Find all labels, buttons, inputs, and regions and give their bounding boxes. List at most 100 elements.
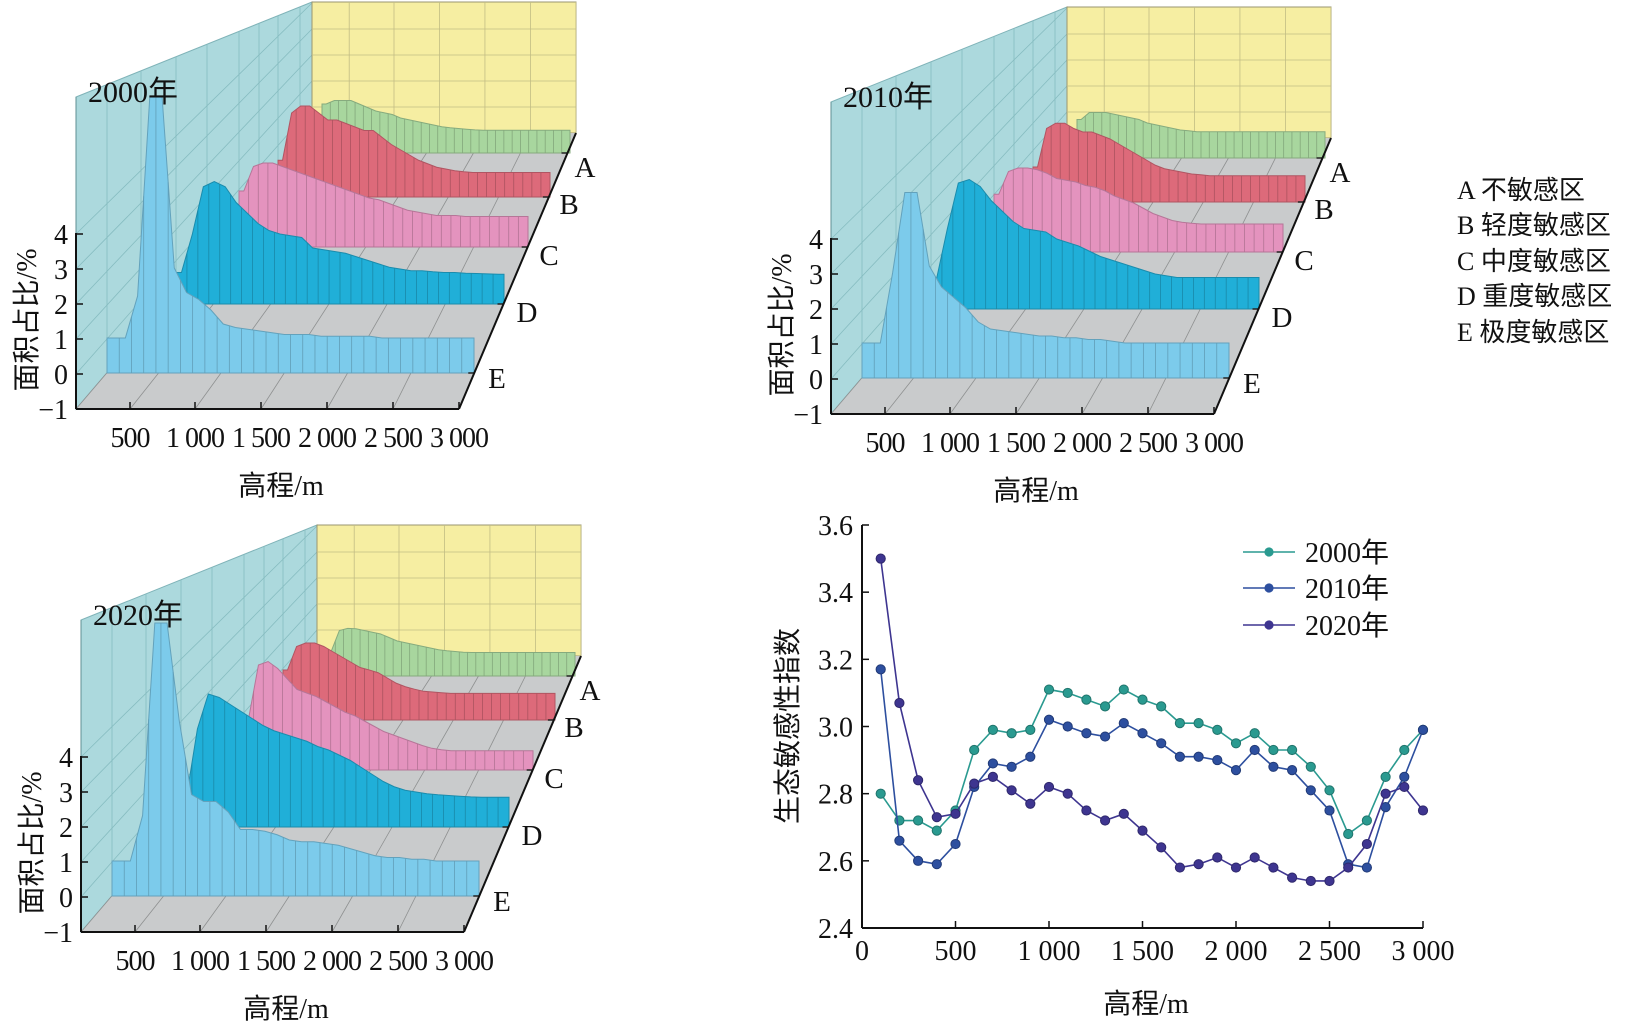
data-point bbox=[987, 724, 999, 735]
data-point bbox=[1324, 805, 1335, 816]
x-tick-label: 1 500 bbox=[232, 423, 290, 454]
legend-label: 2020年 bbox=[1305, 610, 1389, 642]
row-label-D: D bbox=[522, 820, 543, 852]
side-wall-gridline bbox=[830, 7, 1068, 240]
side-wall-gridline bbox=[80, 525, 318, 758]
side-wall-gridline bbox=[80, 577, 318, 828]
z-tick-label: 3 bbox=[54, 255, 68, 286]
data-point bbox=[1212, 852, 1223, 863]
data-point bbox=[1118, 808, 1129, 819]
panel-title: 2000年 bbox=[88, 76, 178, 109]
x-tick-label: 2 000 bbox=[298, 423, 356, 454]
depth-axis-line bbox=[458, 132, 577, 410]
row-label-E: E bbox=[493, 886, 511, 918]
data-point bbox=[969, 744, 980, 756]
legend-label: 2010年 bbox=[1305, 573, 1389, 605]
ribbon-D bbox=[180, 693, 510, 828]
ribbon-E bbox=[861, 192, 1230, 379]
data-point bbox=[1305, 761, 1316, 772]
x-tick-label: 1 000 bbox=[171, 946, 229, 977]
x-tick-label: 2 500 bbox=[1119, 428, 1177, 459]
ribbon-area-B bbox=[282, 642, 556, 721]
legend-item-d: D 重度敏感区 bbox=[1457, 282, 1612, 311]
series-line bbox=[880, 688, 1424, 836]
z-tick-label: 1 bbox=[59, 848, 73, 879]
legend-label: 2000年 bbox=[1305, 537, 1389, 569]
x-tick-label: 2 500 bbox=[364, 423, 422, 454]
legend-item-e: E 极度敏感区 bbox=[1457, 318, 1609, 347]
x-axis-title: 高程/m bbox=[993, 475, 1079, 507]
z-tick-label: 1 bbox=[54, 325, 68, 356]
series-line bbox=[879, 558, 1424, 882]
data-point bbox=[950, 808, 961, 819]
x-tick-label: 500 bbox=[116, 946, 155, 977]
data-point bbox=[931, 812, 942, 823]
ribbon-B bbox=[277, 105, 551, 198]
side-wall-gridline bbox=[830, 33, 1068, 275]
z-tick-label: 2 bbox=[59, 813, 73, 844]
data-point bbox=[1043, 781, 1055, 793]
data-point bbox=[1100, 731, 1111, 742]
data-point bbox=[1305, 875, 1316, 887]
data-point bbox=[875, 664, 886, 675]
x-tick-label: 2 000 bbox=[1053, 428, 1111, 459]
y-tick-label: 3.4 bbox=[818, 578, 853, 609]
data-point bbox=[1025, 724, 1036, 735]
data-point bbox=[1268, 744, 1279, 756]
data-point bbox=[1043, 714, 1055, 725]
data-point bbox=[1324, 785, 1335, 796]
y-tick-label: 2.8 bbox=[818, 780, 853, 811]
legend-marker bbox=[1264, 583, 1274, 593]
data-point bbox=[1230, 862, 1242, 873]
ribbon-area-B bbox=[1032, 122, 1306, 203]
ribbon-area-D bbox=[175, 180, 505, 305]
y-axis-title: 面积占比/% bbox=[16, 771, 48, 914]
ribbon-area-C bbox=[243, 660, 534, 771]
data-point bbox=[894, 835, 905, 846]
data-point bbox=[950, 838, 961, 850]
panel-title: 2010年 bbox=[843, 81, 933, 114]
data-point bbox=[913, 815, 924, 826]
z-tick-label: 0 bbox=[54, 360, 68, 391]
data-point bbox=[1399, 771, 1410, 782]
x-tick-label: 3 000 bbox=[1392, 936, 1455, 967]
row-label-A: A bbox=[1330, 157, 1351, 189]
ribbon-area-E bbox=[106, 96, 475, 374]
data-point bbox=[1399, 744, 1410, 756]
row-label-B: B bbox=[564, 712, 583, 744]
panel-title: 2020年 bbox=[93, 599, 183, 632]
data-point bbox=[1193, 718, 1204, 729]
side-wall-gridline bbox=[75, 28, 313, 270]
z-tick-label: 2 bbox=[54, 290, 68, 321]
series-line bbox=[879, 669, 1424, 869]
sensitivity-legend: A 不敏感区 B 轻度敏感区 C 中度敏感区 D 重度敏感区 E 极度敏感区 bbox=[1457, 176, 1612, 347]
data-point bbox=[894, 697, 905, 709]
data-point bbox=[1174, 718, 1186, 729]
x-tick-label: 3 000 bbox=[430, 423, 488, 454]
data-point bbox=[1137, 825, 1148, 836]
x-tick-label: 1 000 bbox=[921, 428, 979, 459]
side-wall-gridline bbox=[75, 80, 313, 340]
data-point bbox=[1287, 744, 1298, 756]
x-tick-label: 1 500 bbox=[237, 946, 295, 977]
series-2020年 bbox=[875, 553, 1429, 887]
data-point bbox=[1380, 788, 1391, 799]
data-point bbox=[1137, 694, 1148, 705]
data-point bbox=[1025, 798, 1036, 809]
data-point bbox=[1156, 842, 1167, 853]
ribbon-D bbox=[175, 180, 505, 305]
data-point bbox=[1156, 738, 1167, 749]
x-tick-label: 500 bbox=[935, 936, 977, 967]
x-axis-title: 高程/m bbox=[1103, 988, 1189, 1020]
legend-item-c: C 中度敏感区 bbox=[1457, 247, 1611, 276]
data-point bbox=[1249, 728, 1260, 739]
legend-entry: 2020年 bbox=[1243, 610, 1389, 642]
y-axis-title: 面积占比/% bbox=[766, 253, 798, 396]
x-tick-label: 3 000 bbox=[435, 946, 493, 977]
data-point bbox=[1118, 718, 1129, 729]
x-tick-label: 1 500 bbox=[987, 428, 1045, 459]
data-point bbox=[1006, 761, 1017, 772]
